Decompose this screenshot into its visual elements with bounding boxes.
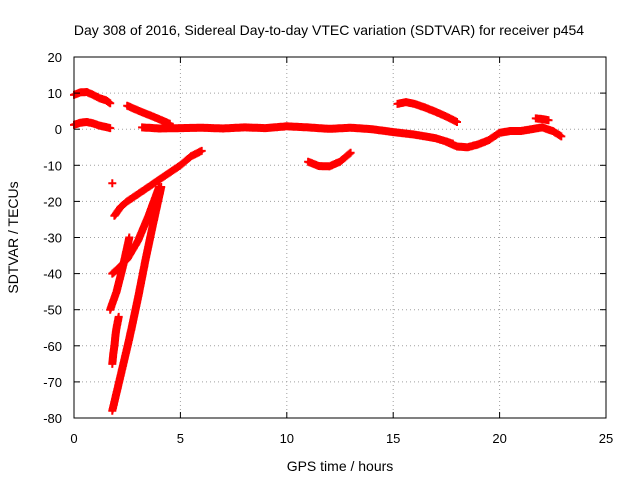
data-point-markers	[108, 183, 166, 415]
data-point-markers	[70, 118, 115, 133]
data-point-markers	[110, 146, 206, 220]
series-arc-declining	[123, 101, 174, 128]
x-tick-label: 0	[70, 431, 77, 446]
series-arc-rise-lower	[106, 233, 134, 314]
data-point-markers	[138, 122, 457, 148]
x-tick-label: 10	[280, 431, 294, 446]
series-arc-rise-steep	[108, 183, 166, 415]
y-tick-label: -10	[43, 158, 62, 173]
series-isolated	[108, 179, 117, 188]
series-arc-late-short	[531, 114, 553, 125]
data-layer	[70, 88, 566, 415]
y-tick-label: 0	[55, 122, 62, 137]
y-tick-label: -20	[43, 194, 62, 209]
series-arc-rise-upper	[110, 146, 206, 220]
data-point-markers	[393, 98, 461, 126]
data-point-markers	[108, 179, 117, 188]
y-axis-label: SDTVAR / TECUs	[5, 181, 21, 293]
y-tick-label: -80	[43, 411, 62, 426]
x-tick-label: 20	[492, 431, 506, 446]
data-point-markers	[531, 114, 553, 125]
x-axis-label: GPS time / hours	[287, 458, 394, 474]
ticks: -80 -70 -60 -50 -40 -30 -20 -10 0 10 20 0 5 10 15 20 25	[43, 50, 613, 446]
series-arc-afternoon	[393, 98, 461, 126]
data-point-markers	[108, 312, 123, 368]
y-tick-label: -60	[43, 339, 62, 354]
series-arc-main-baseline	[138, 122, 457, 148]
data-point-markers	[442, 123, 566, 152]
series-arc-midday-dip	[304, 148, 355, 171]
series-arc-top-left	[70, 88, 115, 108]
data-point-markers	[70, 88, 115, 108]
chart-title: Day 308 of 2016, Sidereal Day-to-day VTE…	[74, 22, 584, 38]
y-tick-label: -30	[43, 231, 62, 246]
y-tick-label: -50	[43, 303, 62, 318]
y-tick-label: -40	[43, 267, 62, 282]
data-point-markers	[106, 233, 134, 314]
series-arc-near-zero-left	[70, 118, 115, 133]
x-tick-label: 25	[599, 431, 613, 446]
series-arc-late	[442, 123, 566, 152]
data-point-markers	[304, 148, 355, 171]
x-tick-label: 15	[386, 431, 400, 446]
y-tick-label: -70	[43, 375, 62, 390]
data-point-markers	[123, 101, 174, 128]
y-tick-label: 20	[48, 50, 62, 65]
x-tick-label: 5	[177, 431, 184, 446]
series-arc-vertical	[108, 312, 123, 368]
y-tick-label: 10	[48, 86, 62, 101]
